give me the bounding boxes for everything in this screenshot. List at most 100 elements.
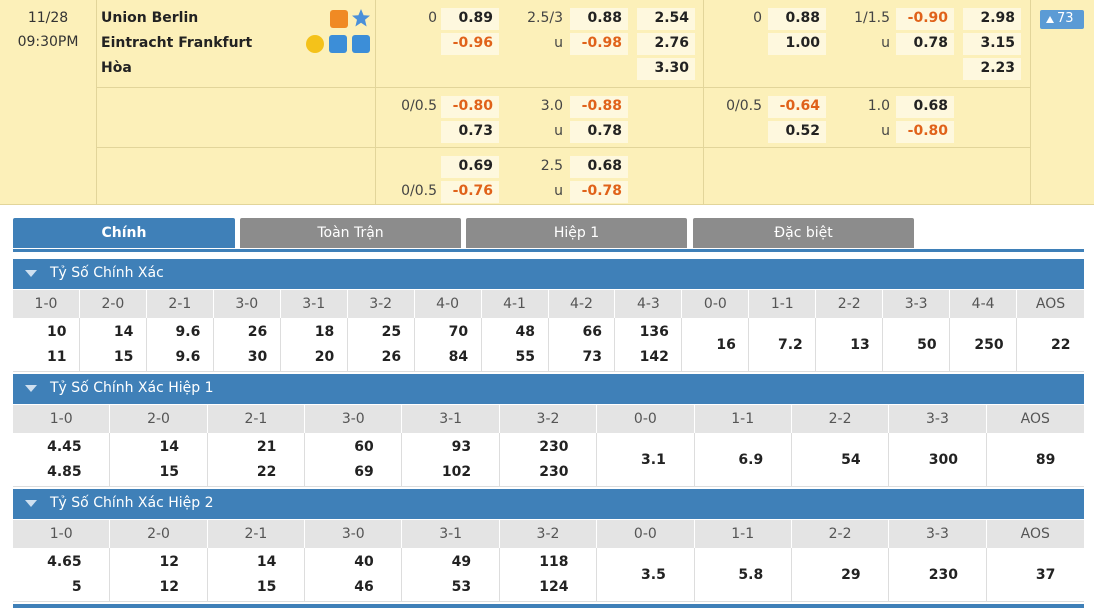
odds[interactable]: -0.64 xyxy=(768,96,826,118)
odds[interactable]: 0.69 xyxy=(441,156,499,178)
odds[interactable]: -0.96 xyxy=(441,33,499,55)
odds[interactable]: 2.76 xyxy=(637,33,695,55)
odds[interactable]: 0.78 xyxy=(570,121,628,143)
header-cell: 4-2 xyxy=(548,290,616,318)
cell xyxy=(950,318,1018,372)
cell xyxy=(889,548,987,602)
header-cell: AOS xyxy=(1017,290,1084,318)
header-cell: 1-1 xyxy=(749,290,817,318)
header-cell: 2-2 xyxy=(791,405,890,433)
star-icon[interactable] xyxy=(351,8,371,28)
score-odds: 21 xyxy=(256,439,277,455)
header-cell: 1-0 xyxy=(13,405,111,433)
header-cell: 4-1 xyxy=(481,290,549,318)
icon[interactable] xyxy=(352,35,370,53)
handicap-line: 3.0 xyxy=(540,98,563,114)
score-odds: 3.1 xyxy=(641,452,666,468)
cell xyxy=(694,548,792,602)
score-odds: 124 xyxy=(539,579,569,595)
header-cell: 2-1 xyxy=(207,520,306,548)
cell xyxy=(110,433,208,487)
collapse-icon[interactable] xyxy=(25,270,37,277)
score-odds: 48 xyxy=(515,324,536,340)
divider xyxy=(703,0,704,205)
section-title[interactable]: Tỷ Số Chính Xác xyxy=(50,265,164,281)
score-odds: 69 xyxy=(354,464,374,480)
odds[interactable]: 0.88 xyxy=(570,8,628,30)
odds[interactable]: -0.80 xyxy=(896,121,954,143)
score-odds: 73 xyxy=(582,349,602,365)
cell xyxy=(791,548,890,602)
header-cell: 0-0 xyxy=(597,405,695,433)
handicap-line: u xyxy=(554,35,563,51)
score-odds: 142 xyxy=(639,349,669,365)
score-odds: 25 xyxy=(381,324,402,340)
cell xyxy=(13,433,111,487)
score-odds: 5 xyxy=(71,579,82,595)
header-cell: 3-3 xyxy=(883,290,951,318)
odds[interactable]: 0.52 xyxy=(768,121,826,143)
cell xyxy=(597,433,695,487)
odds[interactable]: -0.90 xyxy=(896,8,954,30)
header-cell: 3-2 xyxy=(347,290,415,318)
header-cell: 4-0 xyxy=(414,290,482,318)
handicap-line: 0/0.5 xyxy=(726,98,762,114)
odds[interactable]: 2.23 xyxy=(963,58,1021,80)
score-odds: 6.9 xyxy=(738,452,764,468)
up-arrow xyxy=(1046,16,1054,23)
odds[interactable]: -0.78 xyxy=(570,181,628,203)
score-odds: 93 xyxy=(451,439,472,455)
header-cell: 2-0 xyxy=(110,405,208,433)
tab[interactable]: Chính xyxy=(13,218,235,248)
handicap-line: 2.5/3 xyxy=(527,10,563,26)
odds[interactable]: -0.88 xyxy=(570,96,628,118)
header-cell: 1-0 xyxy=(13,520,111,548)
collapse-icon[interactable] xyxy=(25,385,37,392)
odds[interactable]: -0.80 xyxy=(441,96,499,118)
team-home: Union Berlin xyxy=(101,10,199,26)
odds[interactable]: 3.15 xyxy=(963,33,1021,55)
collapse-icon[interactable] xyxy=(25,500,37,507)
tab[interactable]: Đặc biệt xyxy=(693,218,914,248)
odds[interactable]: 0.88 xyxy=(768,8,826,30)
section-title[interactable]: Tỷ Số Chính Xác Hiệp 1 xyxy=(50,380,214,396)
draw-label: Hòa xyxy=(101,60,132,76)
icon[interactable] xyxy=(330,10,348,28)
odds[interactable]: 0.89 xyxy=(441,8,499,30)
section-bar xyxy=(13,259,1084,289)
score-odds: 53 xyxy=(451,579,472,595)
odds[interactable]: 1.00 xyxy=(768,33,826,55)
odds[interactable]: -0.76 xyxy=(441,181,499,203)
section-title[interactable]: Tỷ Số Chính Xác Hiệp 2 xyxy=(50,495,214,511)
icon[interactable] xyxy=(306,35,324,53)
divider xyxy=(96,87,1030,88)
more-count: 73 xyxy=(1057,11,1074,26)
score-odds: 46 xyxy=(354,579,374,595)
odds[interactable]: 0.68 xyxy=(896,96,954,118)
tab[interactable]: Toàn Trận xyxy=(240,218,461,248)
odds[interactable]: 0.78 xyxy=(896,33,954,55)
score-odds: 66 xyxy=(582,324,602,340)
score-odds: 10 xyxy=(46,324,67,340)
odds[interactable]: -0.98 xyxy=(570,33,628,55)
odds[interactable]: 3.30 xyxy=(637,58,695,80)
icon[interactable] xyxy=(329,35,347,53)
odds[interactable]: 2.54 xyxy=(637,8,695,30)
odds[interactable]: 0.73 xyxy=(441,121,499,143)
more-badge[interactable]: 73 xyxy=(1040,10,1084,29)
header-cell: 3-0 xyxy=(305,405,403,433)
odds[interactable]: 2.98 xyxy=(963,8,1021,30)
handicap-line: u xyxy=(881,35,890,51)
header-cell: AOS xyxy=(986,405,1084,433)
handicap-line: 1/1.5 xyxy=(854,10,890,26)
score-odds: 55 xyxy=(515,349,536,365)
score-odds: 22 xyxy=(1051,337,1071,353)
odds[interactable]: 0.68 xyxy=(570,156,628,178)
score-odds: 18 xyxy=(314,324,335,340)
tab[interactable]: Hiệp 1 xyxy=(466,218,687,248)
tab-underline xyxy=(13,249,1084,252)
header-cell: 3-3 xyxy=(889,405,987,433)
header-cell: 3-1 xyxy=(280,290,348,318)
score-odds: 12 xyxy=(159,554,180,570)
header-cell: 3-3 xyxy=(889,520,987,548)
